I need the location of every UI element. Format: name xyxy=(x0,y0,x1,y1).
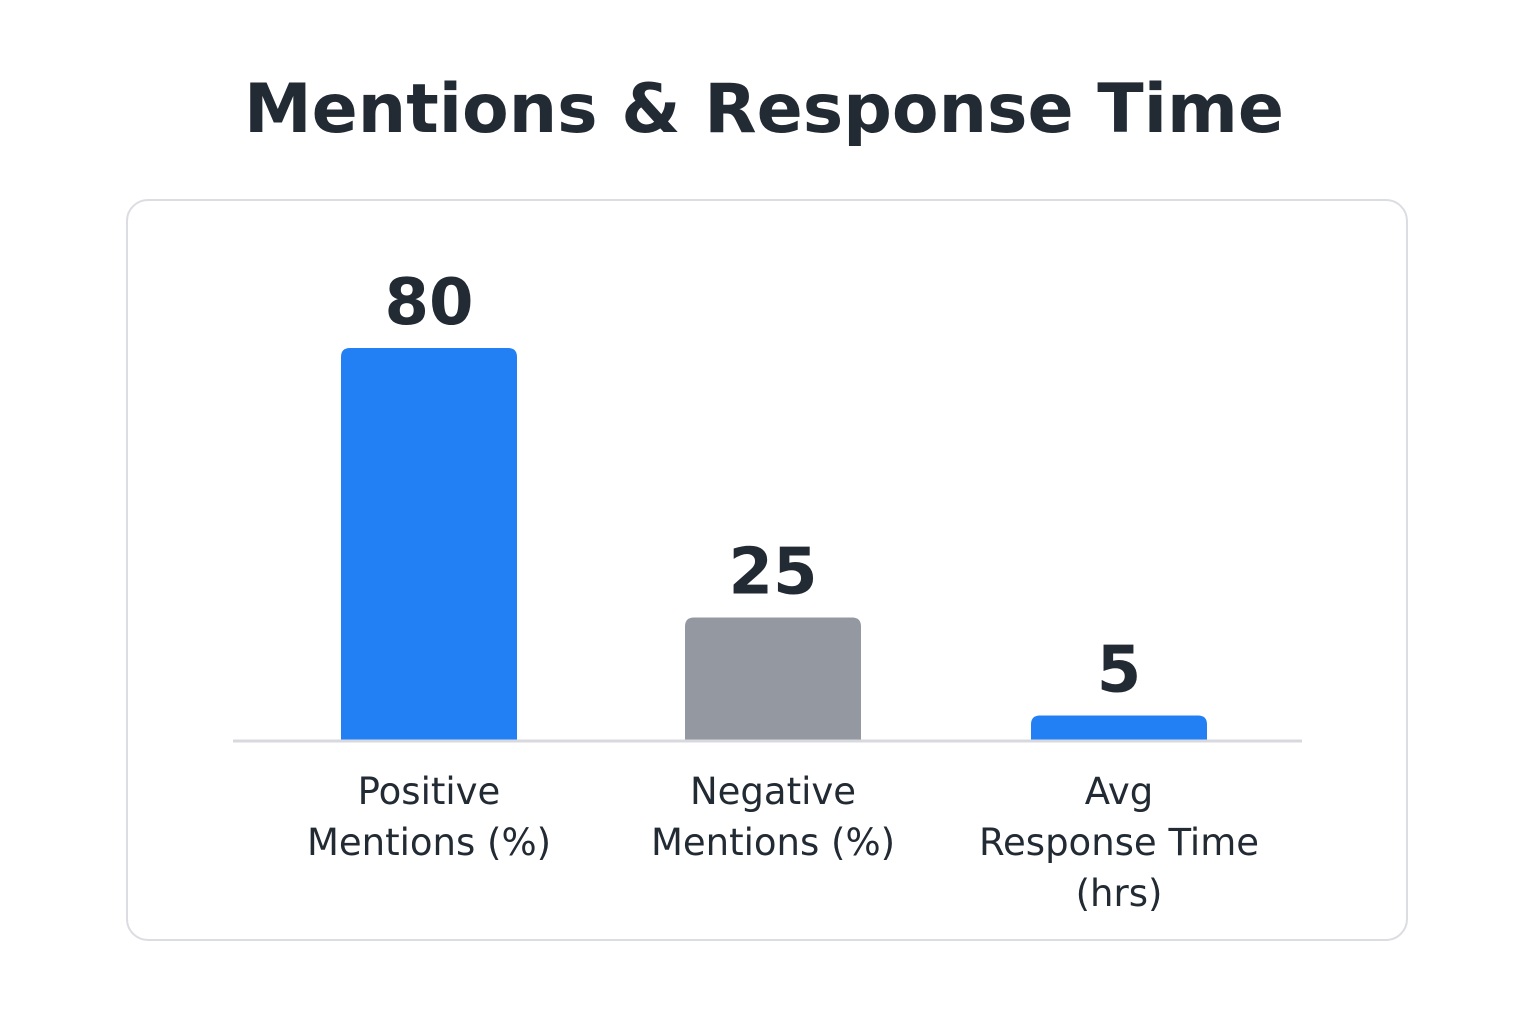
bars-layer xyxy=(341,348,1207,740)
category-label-3-line-2: Response Time xyxy=(979,821,1259,864)
category-label-3-line-3: (hrs) xyxy=(1076,872,1163,915)
category-label-1-line-2: Mentions (%) xyxy=(307,821,551,864)
category-label-1-line-1: Positive xyxy=(358,770,501,813)
bar-2 xyxy=(685,617,861,740)
data-label-2: 25 xyxy=(728,536,817,610)
chart-title: Mentions & Response Time xyxy=(244,70,1284,149)
bar-1 xyxy=(341,348,517,740)
category-label-3-line-1: Avg xyxy=(1085,770,1154,813)
chart-card xyxy=(126,199,1408,941)
data-label-1: 80 xyxy=(384,266,473,340)
category-label-2-line-2: Mentions (%) xyxy=(651,821,895,864)
category-label-2-line-1: Negative xyxy=(690,770,856,813)
data-label-3: 5 xyxy=(1097,634,1142,708)
bar-3 xyxy=(1031,715,1207,740)
labels-layer: 80 Positive Mentions (%) 25 Negative Mentions… xyxy=(307,266,1259,915)
